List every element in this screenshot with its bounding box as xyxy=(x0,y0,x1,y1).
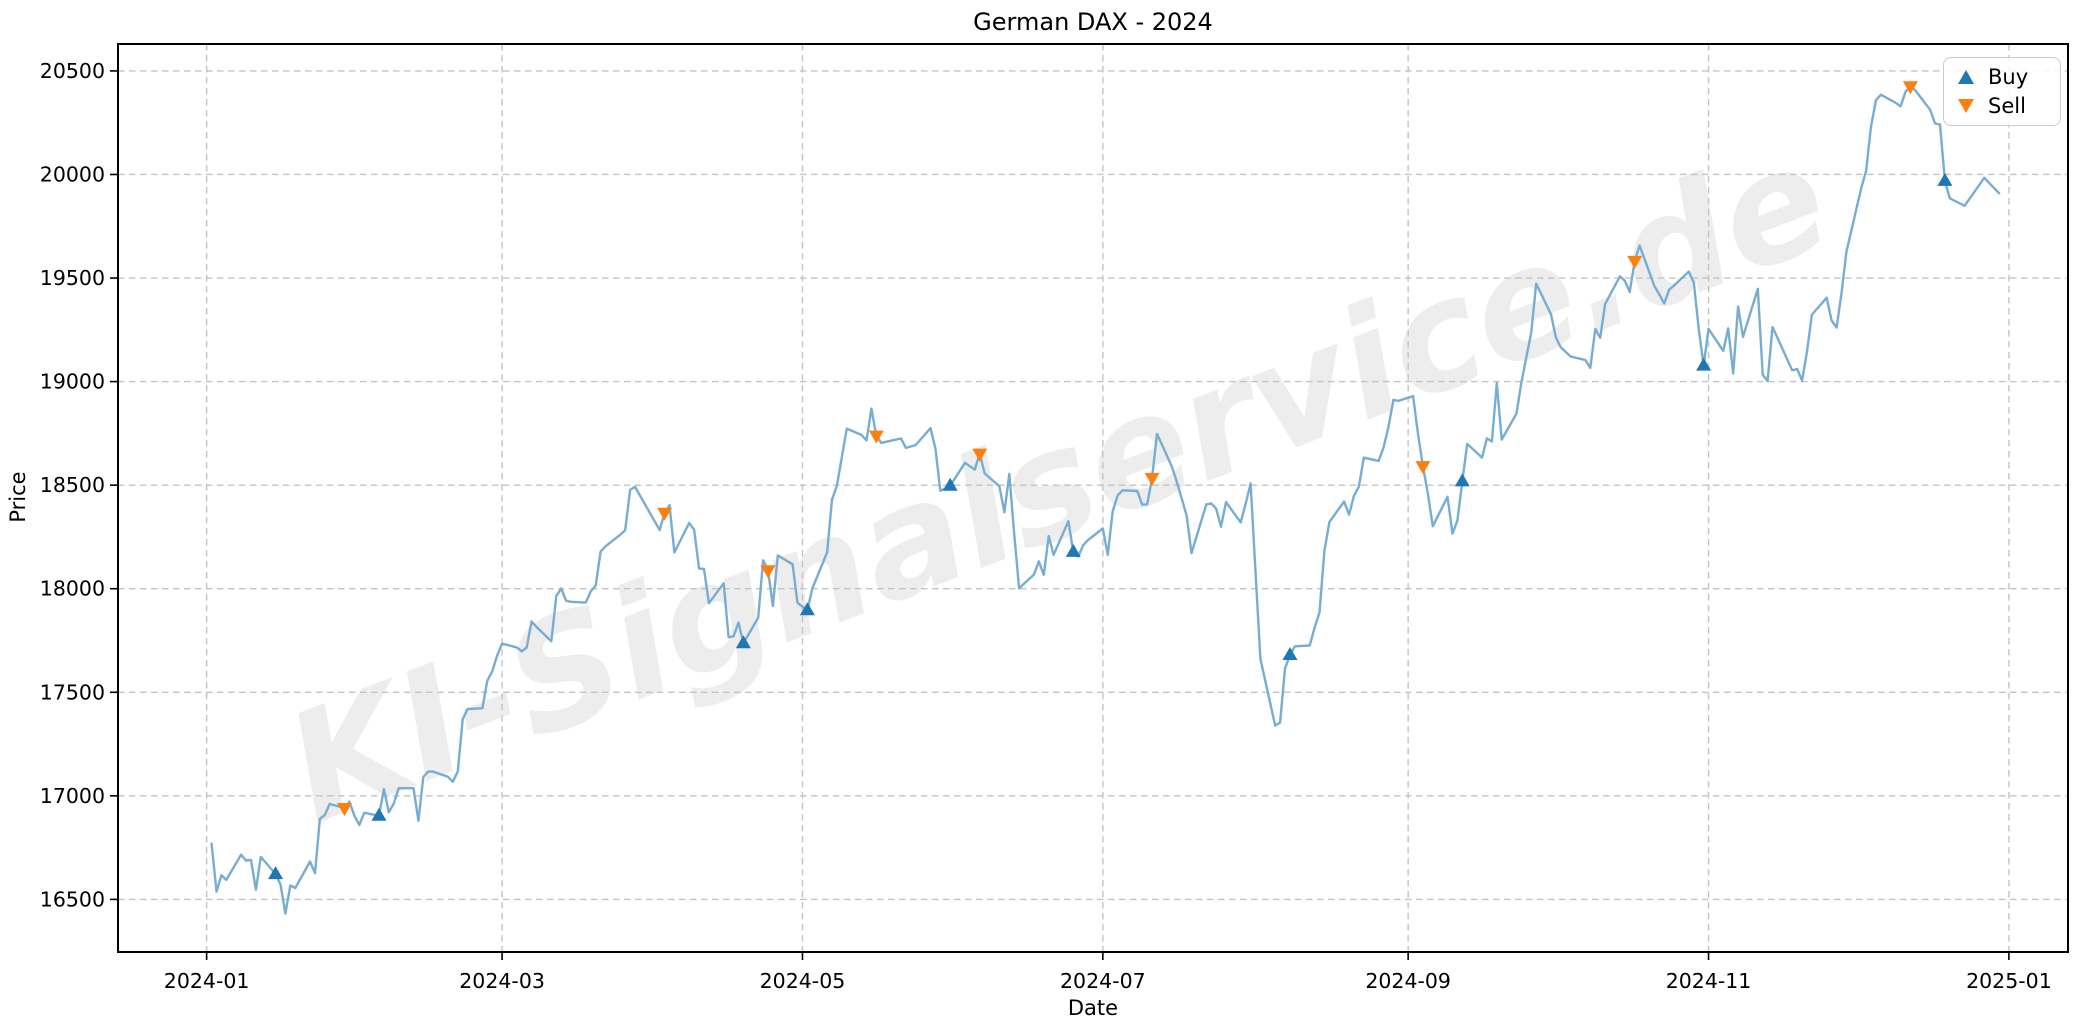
buy-marker xyxy=(371,807,387,821)
x-axis-label: Date xyxy=(1067,996,1119,1020)
x-tick-label: 2024-09 xyxy=(1365,969,1451,993)
sell-marker xyxy=(337,803,353,817)
y-tick-label: 20500 xyxy=(40,59,105,83)
buy-triangle-icon xyxy=(1958,70,1974,84)
sell-marker xyxy=(1627,255,1643,269)
buy-marker xyxy=(942,477,958,491)
y-tick-label: 17500 xyxy=(40,680,105,704)
y-tick-label: 18000 xyxy=(40,577,105,601)
sell-marker xyxy=(1415,461,1431,475)
chart-title: German DAX - 2024 xyxy=(973,8,1213,36)
price-line xyxy=(210,85,2001,915)
sell-marker xyxy=(1144,472,1160,486)
y-tick-label: 18500 xyxy=(40,473,105,497)
legend-buy-label: Buy xyxy=(1988,65,2029,89)
buy-marker xyxy=(1696,357,1712,371)
sell-marker xyxy=(657,507,673,521)
y-tick-label: 19000 xyxy=(40,370,105,394)
legend-item-buy: Buy xyxy=(1955,65,2048,89)
sell-marker xyxy=(760,565,776,579)
x-tick-label: 2024-11 xyxy=(1666,969,1752,993)
y-tick-label: 19500 xyxy=(40,266,105,290)
sell-triangle-icon xyxy=(1958,99,1974,113)
x-tick-label: 2024-07 xyxy=(1060,969,1146,993)
buy-marker xyxy=(1065,543,1081,557)
legend-sell-label: Sell xyxy=(1988,94,2026,118)
buy-marker xyxy=(268,866,284,880)
y-tick-label: 17000 xyxy=(40,784,105,808)
sell-marker xyxy=(972,448,988,462)
axes-frame xyxy=(117,43,2069,953)
buy-marker xyxy=(1282,646,1298,660)
y-axis-label: Price xyxy=(6,471,30,523)
y-tick-label: 16500 xyxy=(40,887,105,911)
buy-marker xyxy=(735,635,751,649)
legend: Buy Sell xyxy=(1943,57,2061,126)
sell-marker xyxy=(1902,81,1918,95)
legend-item-sell: Sell xyxy=(1955,94,2048,118)
buy-marker xyxy=(1454,473,1470,487)
x-tick-label: 2024-05 xyxy=(760,969,846,993)
buy-marker xyxy=(1937,172,1953,186)
x-tick-label: 2024-01 xyxy=(164,969,250,993)
buy-marker xyxy=(799,602,815,616)
y-tick-label: 20000 xyxy=(40,162,105,186)
sell-marker xyxy=(868,430,884,444)
x-tick-label: 2024-03 xyxy=(459,969,545,993)
x-tick-label: 2025-01 xyxy=(1966,969,2052,993)
